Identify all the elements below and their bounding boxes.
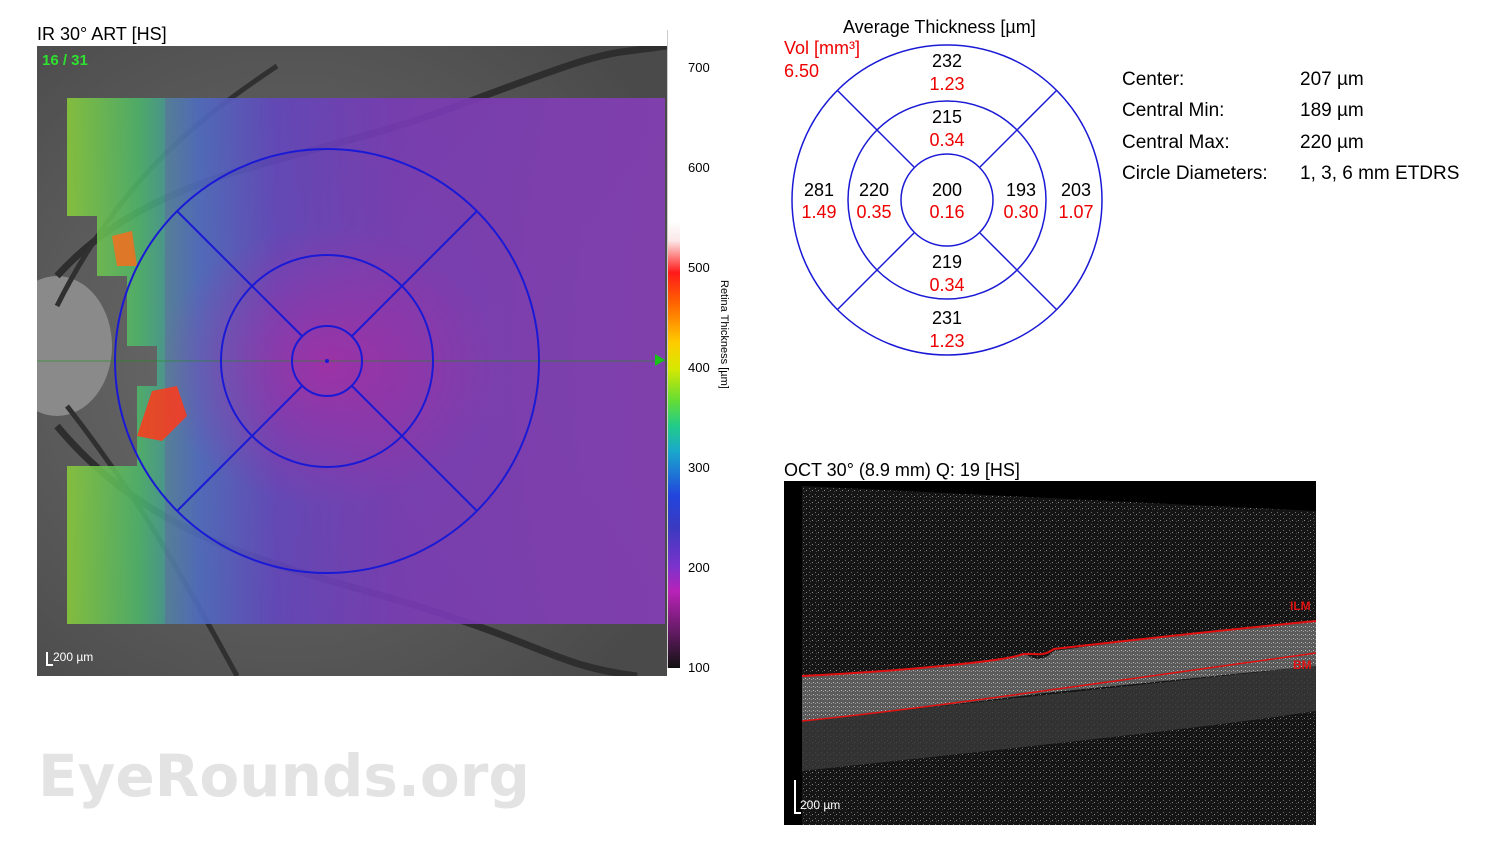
etdrs-grid: 232 1.23 215 0.34 200 0.16 220 0.35 193 … — [791, 44, 1103, 356]
colorbar-tick: 300 — [688, 460, 710, 475]
outer-nasal-volume: 1.07 — [1058, 202, 1093, 222]
outer-inferior-volume: 1.23 — [929, 331, 964, 351]
ir-title: IR 30° ART [HS] — [37, 24, 167, 44]
colorbar-tick: 200 — [688, 560, 710, 575]
stat-label-center: Center: — [1122, 69, 1185, 90]
inner-inferior-volume: 0.34 — [929, 275, 964, 295]
bm-line — [801, 652, 1316, 722]
stat-label-circle-diameters: Circle Diameters: — [1122, 163, 1268, 184]
outer-inferior-thickness: 231 — [932, 308, 962, 328]
volume-label: Vol [mm³] — [784, 38, 861, 58]
colorbar-tick: 700 — [688, 60, 710, 75]
stat-label-central-min: Central Min: — [1122, 100, 1225, 121]
stat-value-central-max: 220 µm — [1300, 132, 1364, 153]
inner-nasal-volume: 0.30 — [1003, 202, 1038, 222]
outer-superior-volume: 1.23 — [929, 74, 964, 94]
stat-label-central-max: Central Max: — [1122, 132, 1230, 153]
inner-superior-thickness: 215 — [932, 107, 962, 127]
outer-temporal-thickness: 281 — [804, 180, 834, 200]
thickness-colorbar — [667, 30, 680, 668]
ilm-label: ILM — [1290, 599, 1311, 613]
colorbar-title: Retina Thickness [µm] — [718, 280, 730, 389]
inner-inferior-thickness: 219 — [932, 252, 962, 272]
etdrs-overlay-grid — [114, 148, 540, 574]
inner-temporal-volume: 0.35 — [856, 202, 891, 222]
center-volume: 0.16 — [929, 202, 964, 222]
colorbar-tick: 100 — [688, 660, 710, 675]
stat-value-central-min: 189 µm — [1300, 100, 1364, 121]
inner-nasal-thickness: 193 — [1006, 180, 1036, 200]
outer-nasal-thickness: 203 — [1061, 180, 1091, 200]
colorbar-tick: 600 — [688, 160, 710, 175]
watermark-logo: EyeRounds.org — [38, 742, 530, 810]
oct-title: OCT 30° (8.9 mm) Q: 19 [HS] — [784, 460, 1020, 480]
ir-scale-label: 200 µm — [53, 650, 94, 664]
inner-superior-volume: 0.34 — [929, 130, 964, 150]
stat-value-center: 207 µm — [1300, 69, 1364, 90]
outer-temporal-volume: 1.49 — [801, 202, 836, 222]
inner-temporal-thickness: 220 — [859, 180, 889, 200]
outer-superior-thickness: 232 — [932, 51, 962, 71]
stat-value-circle-diameters: 1, 3, 6 mm ETDRS — [1300, 163, 1460, 184]
colorbar-tick: 500 — [688, 260, 710, 275]
frame-counter: 16 / 31 — [42, 52, 88, 69]
current-position-marker-icon[interactable] — [655, 354, 665, 366]
ilm-line — [801, 620, 1316, 677]
center-thickness: 200 — [932, 180, 962, 200]
etdrs-title: Average Thickness [µm] — [843, 17, 1036, 37]
volume-total: 6.50 — [784, 61, 820, 81]
optic-disc — [37, 276, 112, 416]
oct-bscan-image[interactable] — [784, 481, 1316, 825]
bm-label: BM — [1293, 658, 1312, 672]
ir-fundus-image[interactable] — [37, 46, 667, 676]
colorbar-tick: 400 — [688, 360, 710, 375]
oct-scale-label: 200 µm — [800, 798, 841, 812]
